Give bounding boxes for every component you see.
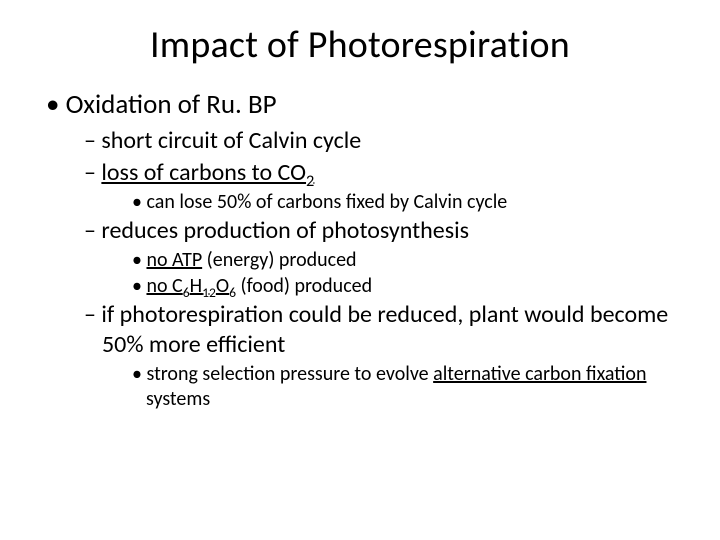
text: no C — [146, 274, 182, 298]
bullet-l3: no C6H12O6 (food) produced — [132, 274, 680, 299]
bullet-l2: loss of carbons to CO2 — [84, 158, 680, 188]
subscript: 12 — [202, 284, 216, 301]
bullet-l3: strong selection pressure to evolve alte… — [132, 362, 680, 412]
bullet-l1: Oxidation of Ru. BP — [46, 88, 680, 122]
subscript: 2 — [306, 171, 314, 191]
underlined-text: no ATP — [146, 248, 202, 272]
subscript: 6 — [183, 284, 190, 301]
text: strong selection pressure to evolve — [146, 362, 433, 386]
text: H — [190, 274, 202, 298]
text: (food) produced — [236, 274, 372, 298]
subscript: 6 — [229, 284, 236, 301]
text: O — [216, 274, 229, 298]
bullet-l3: can lose 50% of carbons fixed by Calvin … — [132, 190, 680, 215]
text: systems — [146, 387, 210, 411]
underlined-text: loss of carbons to CO2 — [101, 158, 314, 187]
text: (energy) produced — [202, 248, 356, 272]
bullet-l2: reduces production of photosynthesis — [84, 216, 680, 246]
slide-title: Impact of Photorespiration — [40, 22, 680, 68]
bullet-list: Oxidation of Ru. BP short circuit of Cal… — [40, 88, 680, 412]
underlined-text: alternative carbon fixation — [433, 362, 646, 386]
text: loss of carbons to CO — [101, 158, 306, 187]
bullet-l2: short circuit of Calvin cycle — [84, 126, 680, 156]
underlined-text: no C6H12O6 — [146, 274, 236, 298]
slide: Impact of Photorespiration Oxidation of … — [0, 0, 720, 540]
bullet-l3: no ATP (energy) produced — [132, 248, 680, 273]
bullet-l2: if photorespiration could be reduced, pl… — [84, 300, 680, 360]
